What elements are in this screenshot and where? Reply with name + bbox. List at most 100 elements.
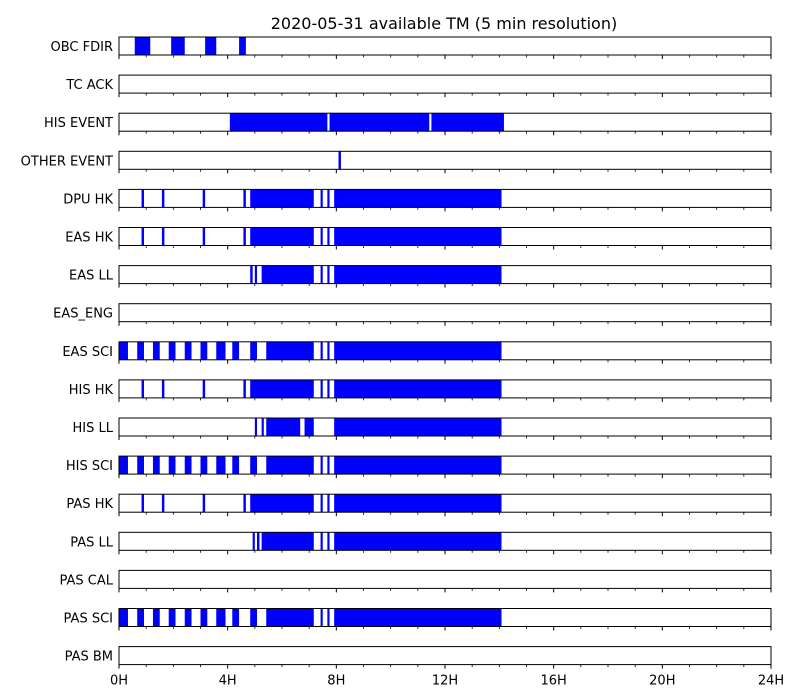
row-label: EAS_ENG [53, 307, 113, 322]
availability-bar [320, 189, 323, 208]
availability-bar [134, 37, 151, 55]
timeline-row: PAS LL [70, 531, 772, 555]
timeline-row: EAS_ENG [53, 303, 772, 326]
availability-bar [119, 456, 128, 475]
availability-bar [261, 532, 314, 551]
availability-bar [334, 189, 502, 208]
availability-bar [137, 608, 144, 627]
availability-bar [243, 189, 246, 208]
availability-bar [202, 379, 206, 398]
x-tick-label: 24H [758, 674, 784, 689]
timeline-row: PAS SCI [64, 608, 772, 631]
x-tick-label: 4H [219, 674, 237, 689]
availability-bar [250, 608, 258, 627]
availability-bar [161, 227, 165, 246]
row-label: OBC FDIR [51, 40, 114, 55]
availability-bar [250, 379, 314, 398]
availability-bar [137, 341, 144, 360]
availability-bar [119, 341, 128, 360]
availability-bar [243, 494, 246, 513]
availability-bar [266, 608, 314, 627]
timeline-row: EAS HK [65, 227, 772, 250]
chart-title: 2020-05-31 available TM (5 min resolutio… [271, 14, 617, 33]
x-tick-label: 20H [649, 674, 675, 689]
row-frame [118, 646, 772, 666]
availability-bar [338, 151, 341, 170]
row-frame [118, 569, 772, 589]
availability-bar [327, 341, 330, 360]
availability-bar [327, 379, 330, 398]
row-frame [118, 36, 772, 56]
availability-bar [171, 37, 185, 55]
timeline-row: HIS HK [69, 379, 772, 402]
availability-bar [200, 341, 208, 360]
availability-bar [320, 532, 323, 551]
availability-bar [184, 456, 192, 475]
availability-bar [266, 456, 314, 475]
row-label: PAS LL [70, 535, 114, 550]
availability-bar [229, 113, 328, 132]
row-label: HIS EVENT [44, 116, 113, 131]
availability-bar [327, 265, 330, 284]
timeline-row: PAS BM [65, 646, 772, 669]
timeline-row: EAS LL [69, 265, 772, 288]
availability-bar [232, 608, 240, 627]
timeline-row: HIS LL [73, 417, 772, 440]
availability-bar [200, 608, 208, 627]
availability-bar [327, 608, 330, 627]
row-label: HIS LL [73, 421, 114, 436]
availability-bar [327, 532, 330, 551]
availability-bar [329, 113, 430, 132]
x-tick-label: 8H [327, 674, 345, 689]
timeline-row: OTHER EVENT [21, 150, 772, 174]
row-label: PAS CAL [60, 573, 114, 588]
availability-bar [161, 379, 165, 398]
availability-bar [334, 418, 502, 436]
availability-bar [239, 37, 246, 55]
row-label: PAS SCI [64, 612, 113, 627]
availability-bar [202, 494, 206, 513]
availability-bar [141, 189, 144, 208]
availability-bar [141, 494, 144, 513]
availability-bar [250, 341, 258, 360]
row-frame [118, 150, 772, 170]
row-label: OTHER EVENT [21, 154, 113, 169]
x-tick-label: 0H [110, 674, 128, 689]
availability-bar [152, 341, 160, 360]
availability-bar [334, 608, 502, 627]
availability-bar [334, 456, 502, 475]
availability-bar [119, 608, 128, 627]
timeline-row: PAS CAL [60, 569, 772, 593]
timeline-row: TC ACK [65, 74, 772, 98]
row-label: EAS SCI [62, 345, 113, 360]
timeline-row: HIS EVENT [44, 112, 772, 136]
row-frame [118, 303, 772, 323]
availability-bar [168, 608, 176, 627]
availability-bar [334, 341, 502, 360]
row-label: HIS SCI [66, 459, 113, 474]
availability-bar [243, 227, 246, 246]
availability-bar [243, 379, 246, 398]
availability-bar [250, 456, 258, 475]
availability-bar [320, 341, 323, 360]
availability-bar [202, 189, 206, 208]
availability-bar [266, 418, 301, 436]
availability-bar [320, 608, 323, 627]
availability-bar [254, 418, 258, 436]
availability-bar [216, 456, 226, 475]
availability-bar [320, 379, 323, 398]
timeline-row: DPU HK [63, 188, 772, 212]
availability-bar [216, 608, 226, 627]
availability-bar [161, 189, 165, 208]
availability-bar [257, 532, 260, 551]
availability-bar [152, 608, 160, 627]
availability-bar [334, 227, 502, 246]
row-label: HIS HK [69, 383, 114, 398]
availability-bar [250, 265, 253, 284]
availability-bar [254, 265, 258, 284]
timeline-row: PAS HK [66, 493, 772, 517]
availability-bar [232, 341, 240, 360]
availability-bar [250, 189, 314, 208]
availability-bar [304, 418, 314, 436]
